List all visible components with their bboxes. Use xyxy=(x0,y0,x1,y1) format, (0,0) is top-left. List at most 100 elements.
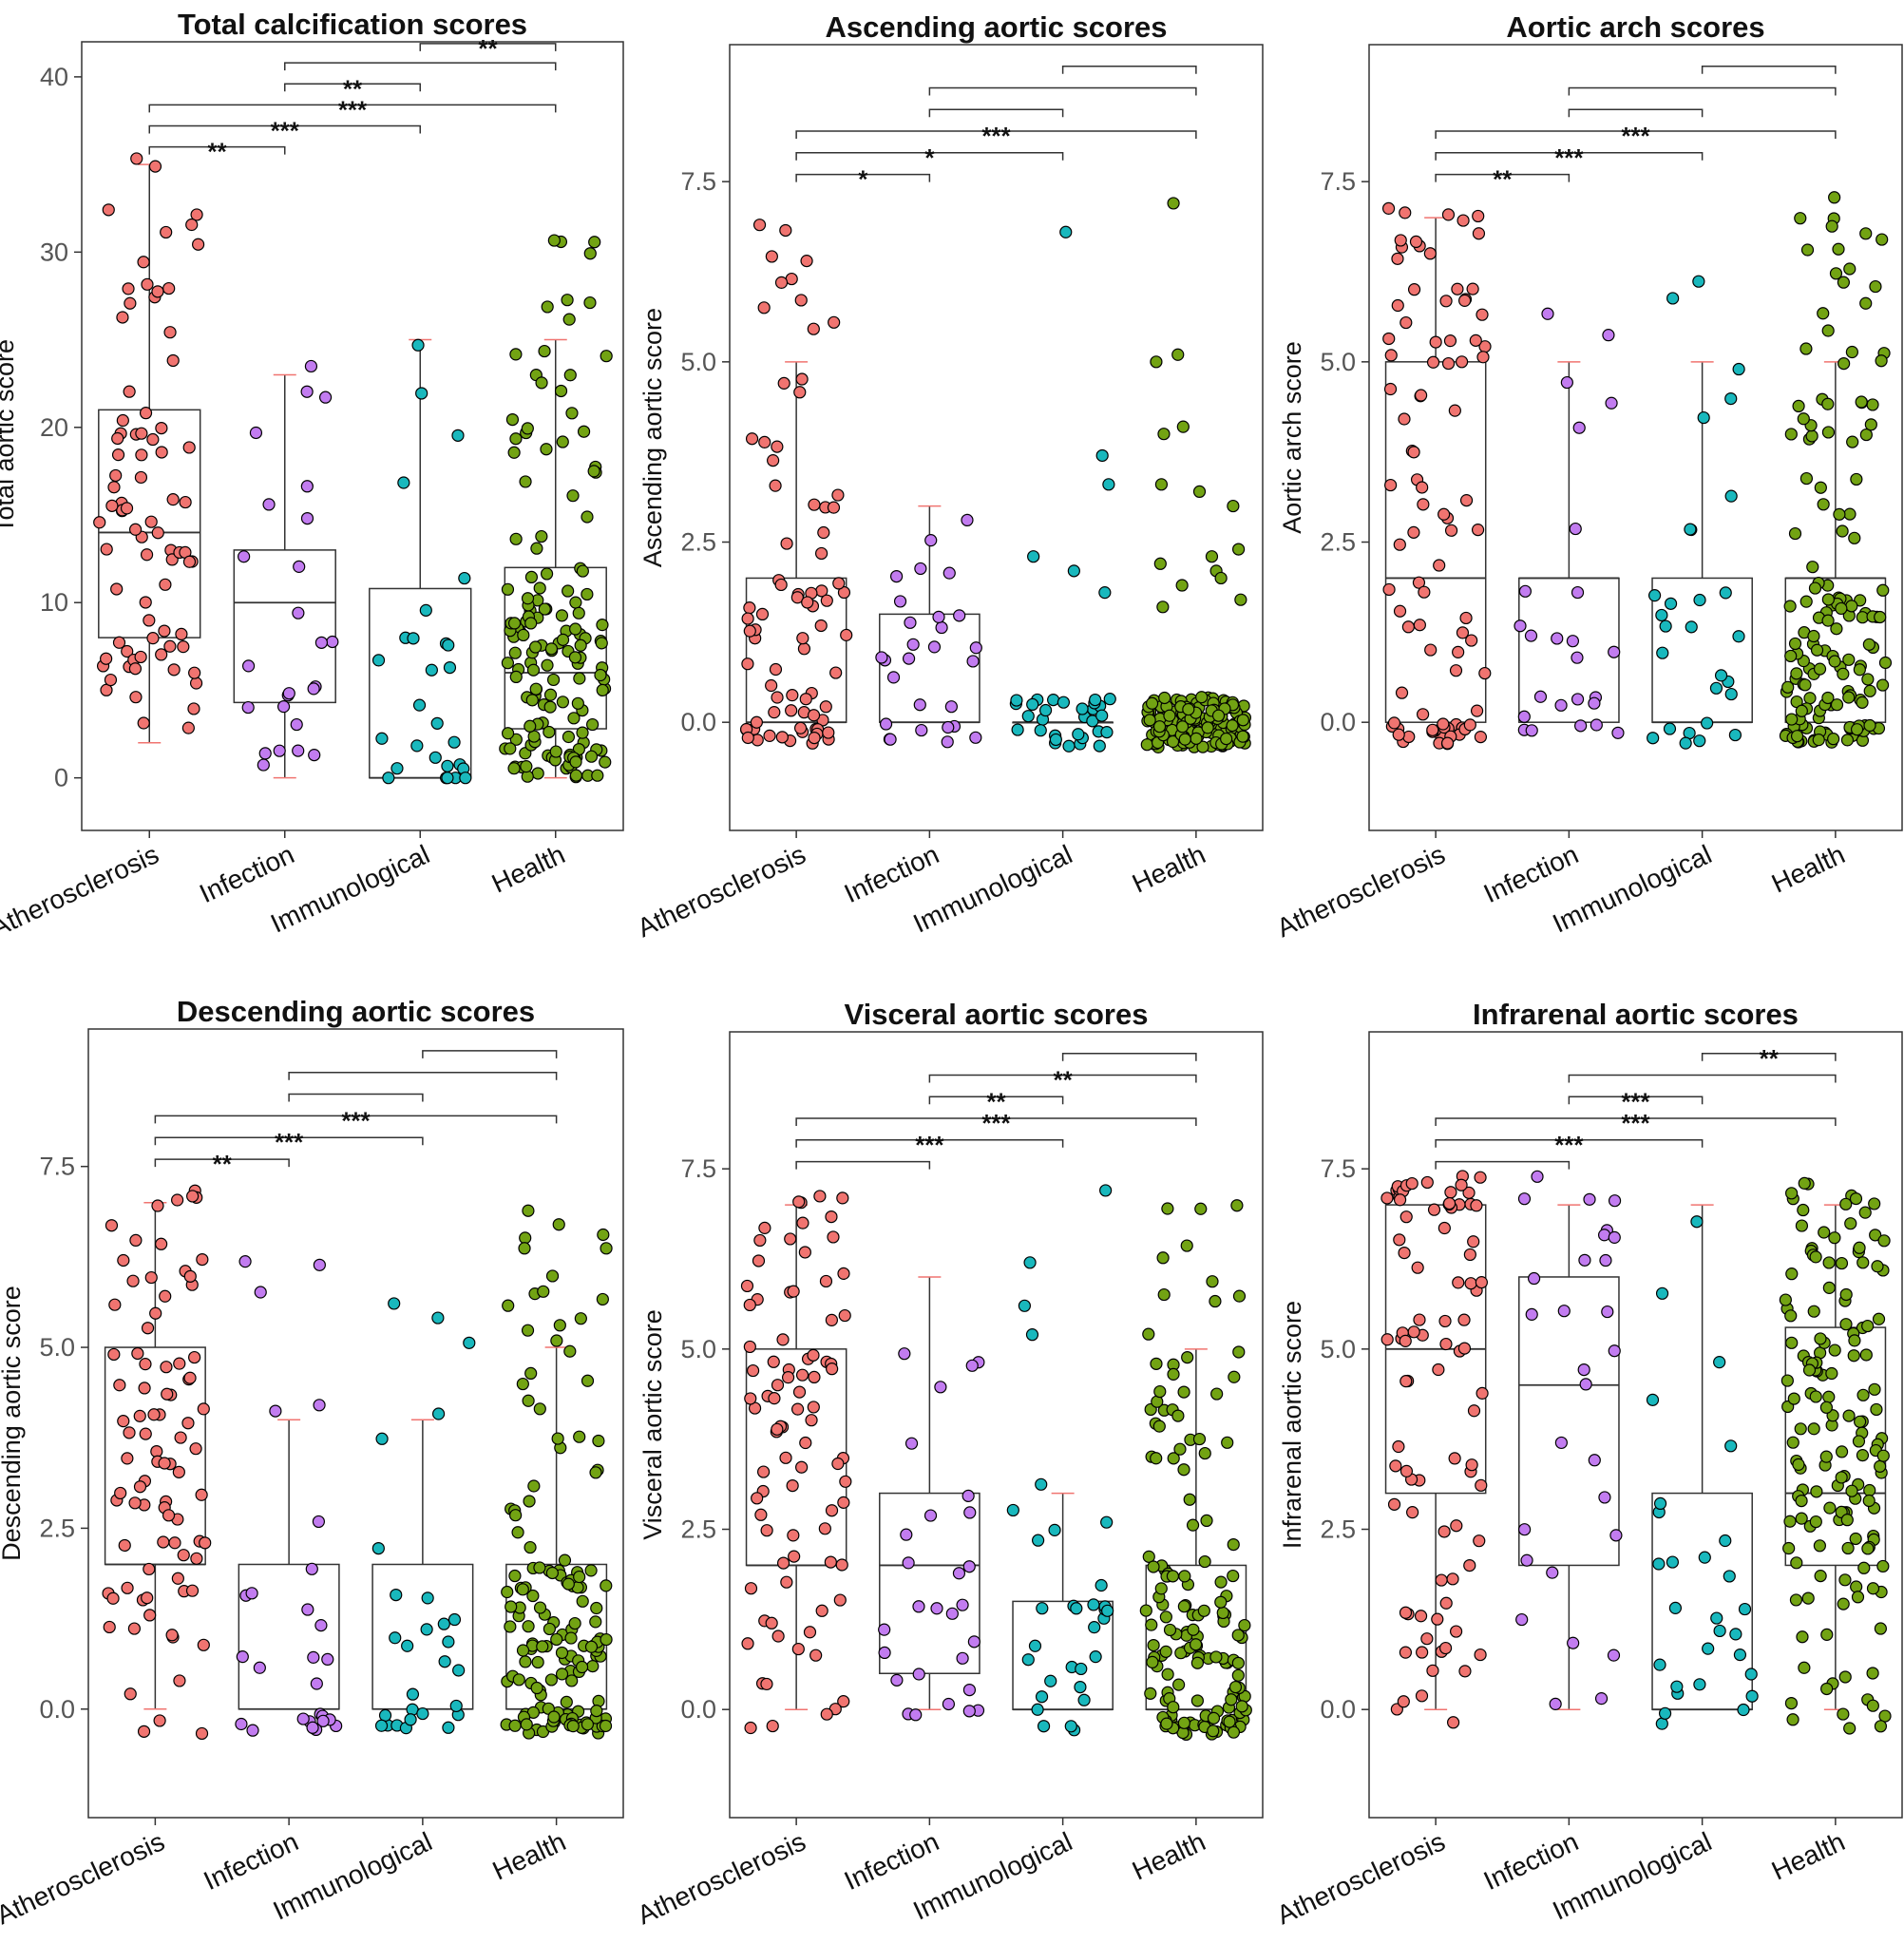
data-point xyxy=(1452,1276,1465,1289)
data-point xyxy=(1837,1707,1850,1721)
data-point xyxy=(756,1465,771,1478)
y-tick-label: 2.5 xyxy=(1320,1515,1356,1544)
significance-bracket xyxy=(284,62,557,71)
data-point xyxy=(1467,1404,1481,1418)
data-point xyxy=(600,1242,613,1255)
data-point xyxy=(431,1407,446,1420)
significance-label: ** xyxy=(478,34,498,63)
data-point xyxy=(1821,614,1835,627)
data-point xyxy=(111,431,124,446)
significance-bracket xyxy=(795,1160,931,1170)
data-point xyxy=(254,1286,267,1299)
data-point xyxy=(1560,375,1573,390)
box xyxy=(1518,1276,1620,1567)
data-point xyxy=(117,1253,130,1267)
data-point xyxy=(1074,1681,1087,1694)
data-point xyxy=(155,446,168,459)
data-point xyxy=(886,671,901,684)
data-point xyxy=(133,1409,146,1422)
data-point xyxy=(1432,1363,1445,1377)
data-point xyxy=(526,1589,540,1603)
data-point xyxy=(1525,724,1538,737)
data-point xyxy=(1238,1618,1251,1632)
data-point xyxy=(1877,1234,1891,1248)
data-point xyxy=(146,632,160,645)
data-point xyxy=(746,1363,760,1378)
data-point xyxy=(1147,1638,1160,1652)
data-point xyxy=(139,407,153,420)
data-point xyxy=(1784,1309,1798,1323)
data-point xyxy=(1175,579,1189,592)
data-point xyxy=(1221,1436,1234,1449)
data-point xyxy=(447,735,461,749)
data-point xyxy=(1723,1570,1736,1583)
data-point xyxy=(93,516,106,529)
data-point xyxy=(1719,1534,1732,1548)
data-point xyxy=(141,1322,155,1335)
data-point xyxy=(1577,1363,1590,1377)
significance-label: ** xyxy=(1054,1066,1074,1095)
panel-frame xyxy=(729,1031,1264,1819)
data-point xyxy=(128,1496,142,1510)
data-point xyxy=(544,1673,558,1687)
data-point xyxy=(1159,1610,1172,1624)
data-point xyxy=(965,1359,979,1372)
data-point xyxy=(1426,355,1440,369)
data-point xyxy=(878,1623,891,1636)
data-point xyxy=(1876,1559,1890,1573)
data-point xyxy=(1817,307,1830,320)
data-point xyxy=(1839,1318,1853,1331)
data-point xyxy=(1783,600,1797,613)
data-point xyxy=(459,772,472,785)
significance-bracket xyxy=(1435,173,1571,182)
data-point xyxy=(956,1651,969,1665)
data-point xyxy=(241,659,256,673)
data-point xyxy=(547,1710,561,1724)
data-point xyxy=(591,769,604,782)
data-point xyxy=(1393,1193,1407,1207)
data-point xyxy=(1821,397,1835,410)
data-point xyxy=(594,668,607,682)
data-point xyxy=(1788,637,1802,651)
data-point xyxy=(123,385,136,398)
panel-frame xyxy=(729,44,1264,831)
data-point xyxy=(1018,1299,1031,1312)
data-point xyxy=(831,488,845,502)
data-point xyxy=(568,651,582,664)
data-point xyxy=(1031,1703,1044,1716)
data-point xyxy=(520,1718,533,1731)
data-point xyxy=(124,296,137,310)
data-point xyxy=(808,731,821,745)
data-point xyxy=(1822,1256,1836,1269)
data-point xyxy=(571,696,584,710)
y-tick-label: 40 xyxy=(40,63,68,91)
data-point xyxy=(313,1399,326,1412)
data-point xyxy=(538,602,551,616)
data-point xyxy=(879,717,893,731)
data-point xyxy=(300,512,314,525)
data-point xyxy=(1863,718,1876,733)
data-point xyxy=(108,1298,122,1311)
data-point xyxy=(157,1535,170,1549)
data-point xyxy=(1474,731,1488,744)
data-point xyxy=(276,700,291,714)
data-point xyxy=(774,276,789,289)
data-point xyxy=(1064,1720,1077,1733)
data-point xyxy=(443,660,457,675)
data-point xyxy=(1474,1648,1487,1662)
data-point xyxy=(1057,696,1071,709)
data-point xyxy=(159,1289,172,1303)
data-point xyxy=(305,1562,318,1575)
data-point xyxy=(569,622,582,636)
data-point xyxy=(249,426,263,440)
data-point xyxy=(1178,733,1191,746)
data-point xyxy=(1095,1578,1108,1592)
significance-bracket xyxy=(928,1074,1197,1083)
data-point xyxy=(536,1640,549,1653)
data-point xyxy=(438,1655,451,1668)
data-point xyxy=(1175,720,1190,734)
data-point xyxy=(1089,693,1102,707)
x-category-label: Health xyxy=(1128,1826,1209,1885)
data-point xyxy=(1714,669,1728,682)
data-point xyxy=(1845,1484,1858,1497)
